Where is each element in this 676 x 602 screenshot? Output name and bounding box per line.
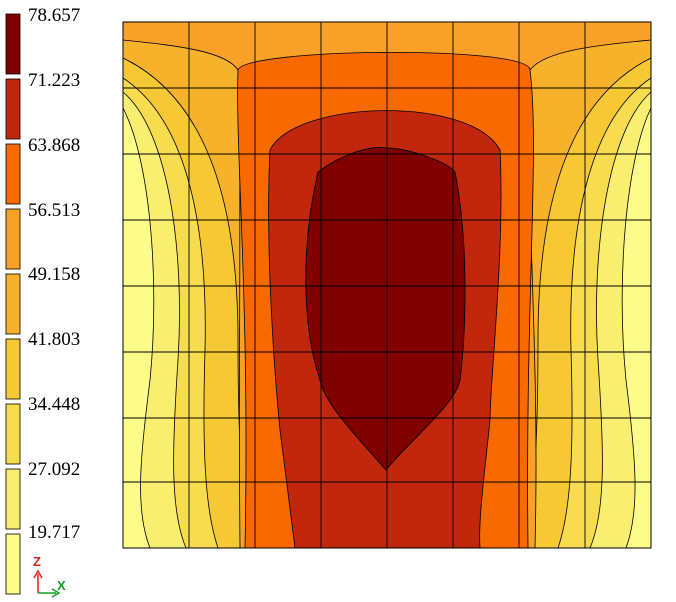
legend-label: 34.448 (28, 394, 80, 415)
color-legend: 78.657 71.223 63.868 56.513 49.158 41.803 34.4… (5, 5, 80, 595)
horizontal-axis-label: X (57, 578, 66, 593)
legend-swatch (5, 533, 21, 595)
legend-label: 49.158 (28, 264, 80, 285)
legend-swatch (5, 208, 21, 270)
axis-triad: Z X (33, 554, 66, 598)
legend-label: 41.803 (28, 329, 80, 350)
legend-label: 56.513 (28, 200, 80, 221)
horizontal-axis-arrow-icon (51, 588, 61, 598)
legend-swatch (5, 78, 21, 140)
legend-swatch (5, 338, 21, 400)
legend-label: 19.717 (28, 522, 80, 543)
legend-label: 78.657 (28, 5, 80, 26)
plot-border (122, 21, 652, 549)
legend-swatch (5, 468, 21, 530)
legend-swatch (5, 13, 21, 75)
legend-swatch (5, 403, 21, 465)
legend-label: 71.223 (28, 70, 80, 91)
vertical-axis-arrow-icon (33, 569, 43, 579)
legend-label: 63.868 (28, 135, 80, 156)
legend-swatch (5, 273, 21, 335)
legend-swatch (5, 143, 21, 205)
contour-plot (122, 21, 652, 549)
contour-band-9-peak (305, 147, 466, 471)
legend-label: 27.092 (28, 459, 80, 480)
vertical-axis-label: Z (33, 554, 41, 569)
